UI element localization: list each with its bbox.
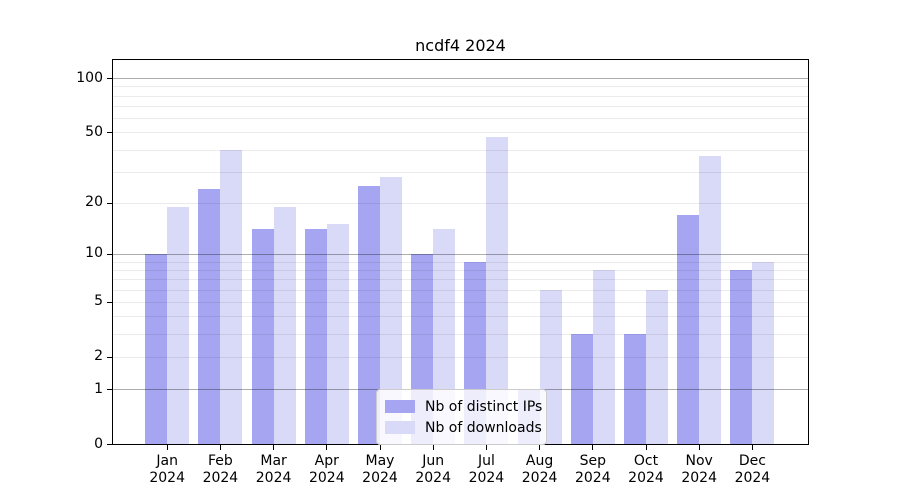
bar-ips-may: [358, 185, 380, 444]
x-tick-label-aug: Aug 2024: [521, 453, 558, 486]
gridline-70: [113, 106, 808, 108]
gridline-10: [113, 253, 808, 255]
bar-ips-feb: [198, 188, 221, 444]
y-tick-label-20: 20: [85, 194, 103, 211]
x-tick-mark-jun: [432, 445, 434, 450]
gridline-7: [113, 279, 808, 281]
bar-downloads-feb: [220, 149, 243, 444]
x-tick-mark-aug: [539, 445, 541, 450]
bar-downloads-dec: [752, 261, 775, 444]
x-tick-label-oct: Oct 2024: [628, 453, 664, 486]
legend-item-downloads: Nb of downloads: [385, 417, 542, 438]
legend-label: Nb of downloads: [425, 419, 542, 436]
gridline-9: [113, 261, 808, 263]
x-tick-mark-jul: [485, 445, 487, 450]
x-tick-label-sep: Sep 2024: [574, 453, 611, 486]
legend-item-distinct-ips: Nb of distinct IPs: [385, 396, 542, 417]
bar-downloads-sep: [592, 269, 615, 444]
y-tick-label-1: 1: [94, 380, 103, 397]
y-tick-label-10: 10: [85, 245, 103, 262]
x-tick-mark-oct: [645, 445, 647, 450]
gridline-6: [113, 289, 808, 291]
gridline-40: [113, 149, 808, 151]
gridline-5: [113, 301, 808, 303]
gridline-20: [113, 202, 808, 204]
bar-ips-oct: [624, 334, 646, 444]
plot-area: Nb of distinct IPs Nb of downloads: [112, 59, 809, 445]
legend-swatch-distinct-ips: [385, 400, 415, 413]
x-tick-mark-jan: [166, 445, 168, 450]
x-tick-label-jan: Jan 2024: [149, 453, 185, 486]
gridline-100: [113, 78, 808, 80]
y-tick-label-50: 50: [85, 123, 103, 140]
x-tick-label-jun: Jun 2024: [415, 453, 451, 486]
gridline-50: [113, 132, 808, 134]
legend-label: Nb of distinct IPs: [425, 398, 543, 415]
bar-downloads-oct: [646, 289, 668, 444]
y-tick-mark-5: [107, 301, 112, 303]
bar-ips-dec: [730, 269, 753, 444]
x-tick-label-feb: Feb 2024: [202, 453, 239, 486]
x-tick-label-apr: Apr 2024: [308, 453, 345, 486]
y-tick-mark-50: [107, 132, 112, 134]
bar-ips-mar: [251, 229, 274, 444]
y-tick-mark-0: [107, 444, 112, 445]
y-tick-mark-10: [107, 253, 112, 255]
gridline-3: [113, 334, 808, 336]
bar-ips-apr: [304, 229, 327, 444]
y-tick-label-100: 100: [76, 69, 103, 86]
bar-downloads-nov: [699, 155, 722, 444]
bar-downloads-jan: [167, 206, 190, 444]
bar-ips-nov: [677, 214, 700, 444]
legend: Nb of distinct IPs Nb of downloads: [376, 389, 547, 445]
chart-title: ncdf4 2024: [415, 36, 506, 55]
gridline-8: [113, 269, 808, 271]
x-tick-label-mar: Mar 2024: [255, 453, 292, 486]
y-tick-mark-100: [107, 78, 112, 80]
x-tick-mark-dec: [751, 445, 753, 450]
gridline-60: [113, 118, 808, 120]
x-tick-mark-nov: [698, 445, 700, 450]
x-tick-mark-mar: [273, 445, 275, 450]
x-tick-label-jul: Jul 2024: [468, 453, 505, 486]
gridline-4: [113, 316, 808, 318]
bar-ips-sep: [570, 334, 593, 444]
bar-downloads-may: [380, 177, 402, 444]
x-tick-mark-feb: [219, 445, 221, 450]
x-tick-mark-apr: [326, 445, 328, 450]
y-tick-label-2: 2: [94, 348, 103, 365]
y-tick-mark-20: [107, 202, 112, 204]
y-tick-mark-2: [107, 356, 112, 358]
bar-ips-jan: [145, 253, 168, 444]
x-tick-label-nov: Nov 2024: [681, 453, 717, 486]
bar-downloads-jul: [486, 137, 509, 444]
gridline-80: [113, 95, 808, 97]
y-tick-label-0: 0: [94, 435, 103, 452]
x-tick-label-dec: Dec 2024: [734, 453, 771, 486]
legend-swatch-downloads: [385, 421, 415, 434]
x-tick-label-may: May 2024: [362, 453, 398, 486]
x-tick-mark-sep: [592, 445, 594, 450]
bar-downloads-apr: [326, 224, 349, 444]
gridline-90: [113, 86, 808, 88]
y-tick-label-5: 5: [94, 293, 103, 310]
y-tick-mark-1: [107, 389, 112, 391]
gridline-30: [113, 171, 808, 173]
gridline-2: [113, 356, 808, 358]
x-tick-mark-may: [379, 445, 381, 450]
bar-downloads-mar: [273, 206, 296, 444]
